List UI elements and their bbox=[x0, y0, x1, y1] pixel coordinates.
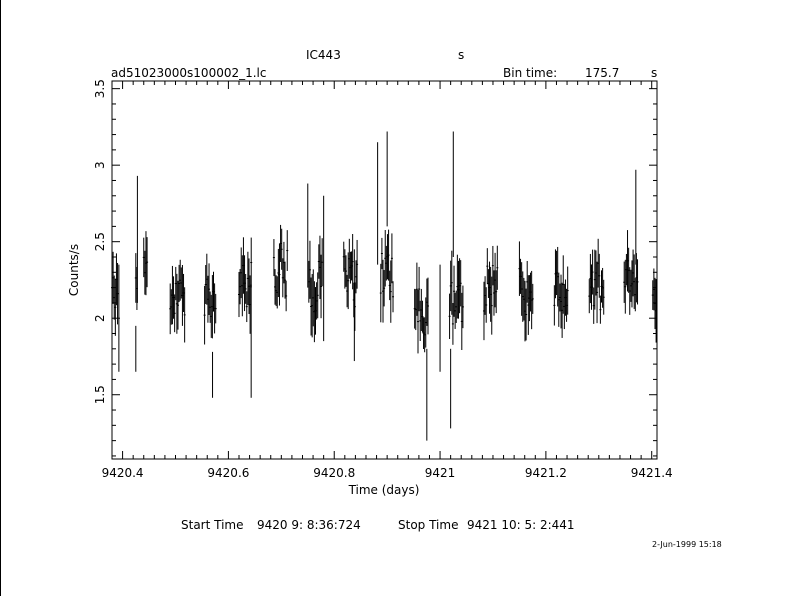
chart-title-right: s bbox=[458, 48, 464, 62]
x-tick-label: 9420.8 bbox=[313, 466, 355, 480]
x-axis-label: Time (days) bbox=[348, 483, 420, 497]
start-time-label: Start Time bbox=[181, 518, 244, 532]
stop-time-value: 9421 10: 5: 2:441 bbox=[467, 518, 575, 532]
x-tick-label: 9420.6 bbox=[207, 466, 249, 480]
y-tick-label: 2 bbox=[93, 314, 107, 322]
bin-time-unit: s bbox=[651, 66, 657, 80]
date-stamp: 2-Jun-1999 15:18 bbox=[652, 540, 722, 549]
y-tick-label: 2.5 bbox=[93, 232, 107, 251]
data-series bbox=[111, 131, 658, 441]
file-label: ad51023000s100002_1.lc bbox=[111, 66, 267, 80]
x-tick-label: 9421 bbox=[425, 466, 456, 480]
y-axis: 1.5 2 2.5 3 3.5 bbox=[93, 79, 657, 457]
y-tick-label: 3.5 bbox=[93, 79, 107, 98]
x-axis: 9420.4 9420.6 9420.8 9421 9421.2 9421.4 bbox=[102, 81, 673, 480]
y-axis-label: Counts/s bbox=[67, 244, 81, 296]
bin-time-value: 175.7 bbox=[585, 66, 619, 80]
x-tick-label: 9421.4 bbox=[631, 466, 673, 480]
x-tick-label: 9420.4 bbox=[102, 466, 144, 480]
plot-frame bbox=[111, 80, 658, 460]
chart-title: IC443 bbox=[306, 48, 341, 62]
bin-time-label: Bin time: bbox=[503, 66, 557, 80]
stop-time-label: Stop Time bbox=[398, 518, 458, 532]
x-tick-label: 9421.2 bbox=[525, 466, 567, 480]
y-tick-label: 1.5 bbox=[93, 385, 107, 404]
y-tick-label: 3 bbox=[93, 161, 107, 169]
start-time-value: 9420 9: 8:36:724 bbox=[257, 518, 361, 532]
